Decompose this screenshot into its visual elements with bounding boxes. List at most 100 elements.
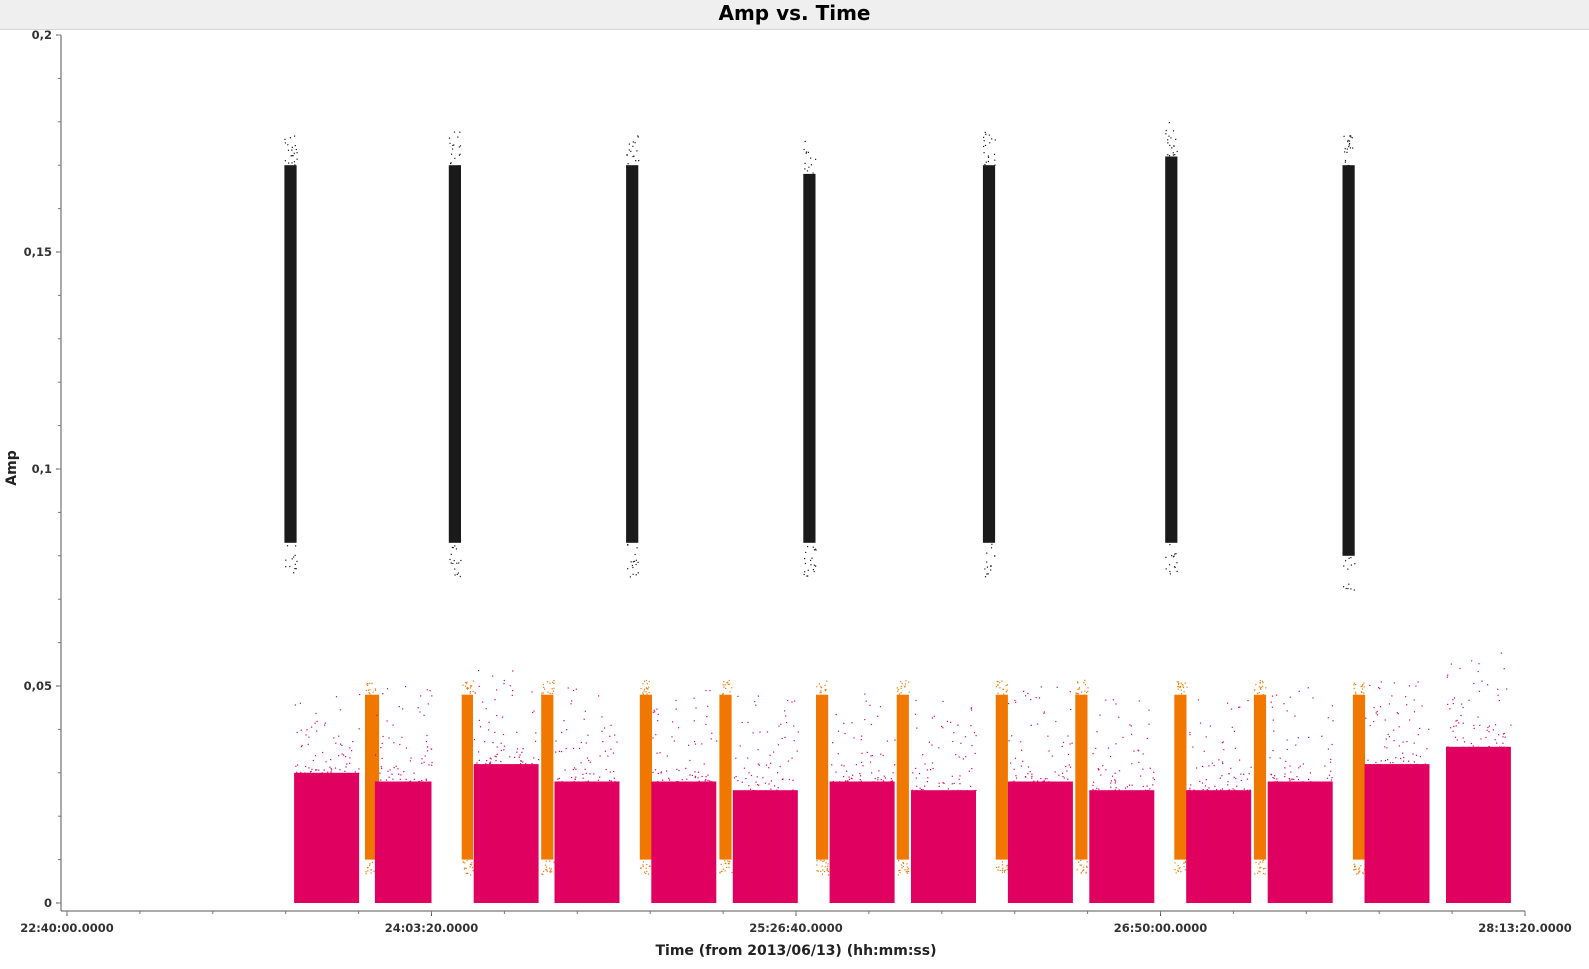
- scatter-point: [728, 863, 730, 865]
- scatter-point: [1405, 696, 1407, 698]
- scatter-point: [633, 560, 636, 562]
- scatter-point: [739, 745, 741, 747]
- scatter-point: [1054, 771, 1056, 773]
- scatter-point: [1497, 694, 1499, 696]
- scatter-point: [1014, 757, 1017, 759]
- scatter-point: [1201, 782, 1204, 784]
- scatter-point: [627, 568, 629, 570]
- scatter-point: [632, 141, 634, 143]
- scatter-point: [1346, 148, 1348, 150]
- scatter-point: [1170, 137, 1172, 139]
- scan-band: [554, 781, 620, 903]
- scatter-point: [341, 744, 343, 746]
- scatter-point: [1354, 866, 1356, 868]
- scatter-point: [902, 862, 904, 864]
- scatter-point: [533, 710, 535, 712]
- scatter-point: [1083, 866, 1085, 868]
- scatter-point: [1189, 787, 1191, 789]
- scatter-point: [1177, 869, 1179, 871]
- scatter-point: [1115, 787, 1117, 789]
- scatter-point: [402, 708, 404, 710]
- scatter-point: [1114, 779, 1116, 781]
- scatter-point: [1257, 692, 1259, 695]
- scatter-point: [555, 751, 557, 753]
- series-3-scan-1: [294, 693, 361, 903]
- scatter-point: [558, 781, 560, 783]
- scatter-point: [478, 751, 480, 753]
- scatter-point: [1270, 774, 1273, 776]
- scatter-point: [1456, 739, 1458, 741]
- scatter-point: [1455, 720, 1457, 722]
- scatter-point: [666, 755, 668, 757]
- scatter-point: [930, 769, 932, 771]
- scatter-point: [1184, 861, 1186, 864]
- scatter-point: [558, 777, 560, 780]
- scatter-point: [1147, 789, 1149, 791]
- scatter-point: [1496, 742, 1498, 744]
- scatter-point: [1165, 568, 1167, 570]
- scatter-point: [832, 742, 834, 744]
- scatter-point: [1227, 784, 1229, 786]
- scatter-point: [1348, 140, 1351, 142]
- scatter-point: [1400, 757, 1402, 760]
- scatter-point: [1211, 762, 1213, 764]
- scan-band: [1007, 781, 1073, 903]
- scatter-point: [727, 683, 729, 685]
- scatter-point: [1421, 705, 1423, 707]
- scatter-point: [676, 781, 678, 783]
- scatter-point: [694, 771, 696, 773]
- scatter-point: [341, 753, 343, 755]
- scatter-point: [851, 778, 853, 780]
- scatter-point: [1173, 145, 1175, 147]
- scatter-point: [1298, 690, 1300, 692]
- scatter-point: [770, 780, 772, 782]
- scatter-point: [496, 746, 498, 748]
- scatter-point: [304, 772, 306, 774]
- scatter-point: [1122, 736, 1124, 739]
- scatter-point: [469, 863, 472, 865]
- scatter-point: [659, 752, 661, 754]
- scatter-point: [1069, 691, 1071, 693]
- scatter-point: [637, 136, 639, 138]
- scatter-point: [1037, 723, 1039, 725]
- scatter-point: [293, 152, 295, 154]
- scatter-point: [707, 779, 709, 782]
- scatter-point: [843, 722, 845, 724]
- scatter-point: [1131, 733, 1133, 735]
- scatter-point: [660, 772, 662, 774]
- scatter-point: [1503, 668, 1505, 670]
- scatter-point: [464, 862, 466, 864]
- scatter-point: [832, 780, 834, 783]
- scatter-point: [782, 778, 784, 780]
- scatter-point: [1209, 725, 1211, 727]
- scatter-point: [1355, 693, 1357, 695]
- scatter-point: [983, 152, 985, 154]
- scatter-point: [471, 866, 474, 869]
- scatter-point: [1422, 764, 1424, 766]
- scatter-point: [1020, 741, 1022, 743]
- scatter-point: [729, 860, 731, 863]
- scatter-point: [1389, 762, 1391, 764]
- scatter-point: [488, 729, 490, 731]
- series-2-scan-6: [816, 680, 830, 876]
- scatter-point: [998, 866, 1000, 868]
- scatter-point: [454, 574, 456, 576]
- scatter-point: [1360, 865, 1362, 867]
- scatter-point: [316, 769, 318, 771]
- scatter-point: [1269, 757, 1271, 759]
- scatter-point: [522, 761, 524, 763]
- scatter-point: [1118, 789, 1120, 791]
- scatter-point: [747, 721, 749, 723]
- scatter-point: [627, 163, 629, 165]
- scatter-point: [848, 776, 850, 778]
- scatter-point: [813, 564, 815, 566]
- scatter-point: [786, 722, 788, 724]
- scatter-point: [492, 675, 494, 677]
- scatter-point: [1045, 781, 1047, 783]
- scatter-point: [778, 725, 780, 727]
- scatter-point: [616, 741, 618, 743]
- scatter-point: [1348, 583, 1350, 585]
- scatter-point: [723, 681, 725, 683]
- scatter-point: [1075, 692, 1077, 694]
